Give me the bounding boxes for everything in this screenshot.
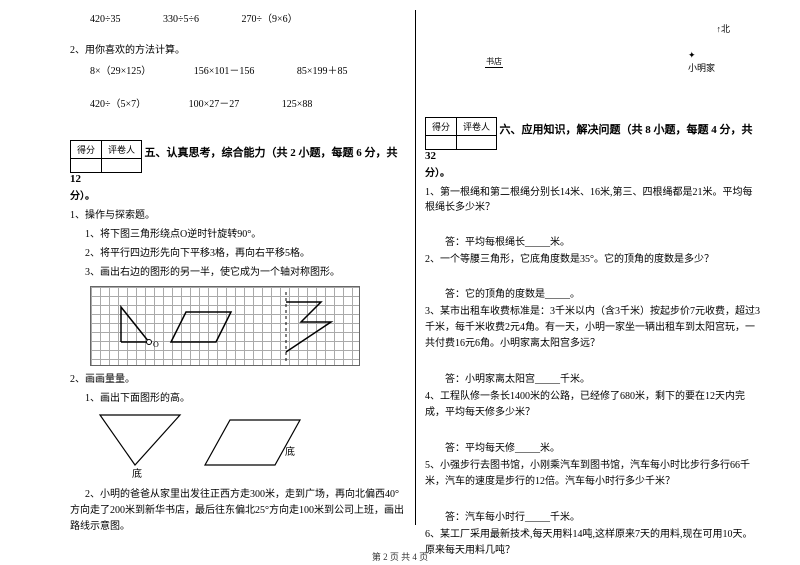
expr: 85×199＋85 <box>297 62 348 77</box>
expr: 420÷（5×7） <box>90 95 146 110</box>
grader-cell <box>102 159 142 173</box>
grid-figure: O <box>90 286 360 366</box>
svg-text:O: O <box>153 340 159 349</box>
page-footer: 第 2 页 共 4 页 <box>0 550 800 563</box>
problem-1-3: 3、画出右边的图形的另一半，使它成为一个轴对称图形。 <box>70 265 405 280</box>
score-header: 得分 <box>71 141 102 159</box>
grader-header: 评卷人 <box>102 141 142 159</box>
grader-header: 评卷人 <box>457 118 497 136</box>
expr: 125×88 <box>282 99 313 110</box>
problem-1-2: 2、将平行四边形先向下平移3格，再向右平移5格。 <box>70 246 405 261</box>
expr: 420÷35 <box>90 14 121 25</box>
problem-2: 2、画画量量。 <box>70 372 405 387</box>
problem-2-1: 1、画出下面图形的高。 <box>70 391 405 406</box>
a6-4: 答：平均每天修_____米。 <box>445 439 760 454</box>
problem-1-1: 1、将下图三角形绕点O逆时针旋转90°。 <box>70 227 405 242</box>
q6-4: 4、工程队修一条长1400米的公路，已经修了680米，剩下的要在12天内完成，平… <box>425 389 760 421</box>
score-cell <box>71 159 102 173</box>
expr: 100×27－27 <box>189 95 240 110</box>
home-marker: ✦ 小明家 <box>688 50 715 74</box>
bookstore-icon: 书店 <box>485 56 503 68</box>
north-arrow: ↑北 <box>716 22 730 35</box>
section-6-tail: 分）。 <box>425 168 450 179</box>
a6-2: 答：它的顶角的度数是_____。 <box>445 285 760 300</box>
score-box: 得分 评卷人 <box>425 117 497 150</box>
expr: 156×101－156 <box>194 62 255 77</box>
expr: 330÷5÷6 <box>163 14 199 25</box>
q6-1: 1、第一根绳和第二根绳分别长14米、16米,第三、四根绳都是21米。平均每根绳长… <box>425 185 760 215</box>
q6-2: 2、一个等腰三角形，它底角度数是35°。它的顶角的度数是多少？ <box>425 252 760 267</box>
expr: 270÷（9×6） <box>241 10 297 25</box>
q6-5: 5、小强步行去图书馆，小刚乘汽车到图书馆，汽车每小时比步行多行66千米，汽车的速… <box>425 458 760 490</box>
column-divider <box>415 10 416 525</box>
shapes-figure: 底 底 <box>90 410 350 480</box>
score-header: 得分 <box>426 118 457 136</box>
a6-3: 答：小明家离太阳宫_____千米。 <box>445 370 760 385</box>
score-cell <box>426 136 457 150</box>
a6-5: 答：汽车每小时行_____千米。 <box>445 508 760 523</box>
problem-1: 1、操作与探索题。 <box>70 208 405 223</box>
home-label: 小明家 <box>688 63 715 73</box>
a6-1: 答：平均每根绳长_____米。 <box>445 233 760 248</box>
section-5-tail: 分）。 <box>70 191 95 202</box>
q6-3: 3、某市出租车收费标准是：3千米以内（含3千米）按起步价7元收费，超过3千米，每… <box>425 304 760 352</box>
base-label: 底 <box>132 467 142 480</box>
expr: 8×（29×125） <box>90 62 151 77</box>
base-label: 底 <box>285 445 295 458</box>
question-2: 2、用你喜欢的方法计算。 <box>70 43 405 58</box>
score-box: 得分 评卷人 <box>70 140 142 173</box>
grader-cell <box>457 136 497 150</box>
problem-2-2: 2、小明的爸爸从家里出发往正西方走300米，走到广场，再向北偏西40°方向走了2… <box>70 487 405 535</box>
home-icon: ✦ <box>688 50 696 60</box>
